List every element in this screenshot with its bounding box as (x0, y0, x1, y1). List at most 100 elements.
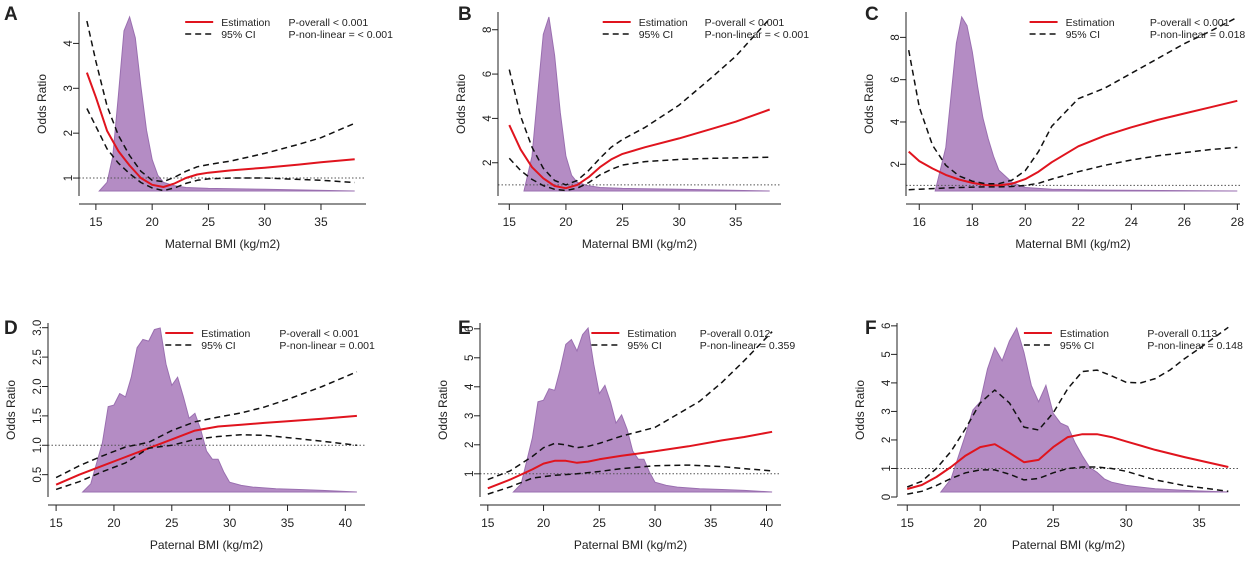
legend-label-ci: 95% CI (221, 29, 255, 41)
ci-upper-line (55, 371, 358, 479)
x-tick-label: 30 (648, 516, 662, 530)
ci-upper-line (906, 326, 1229, 488)
panel-letter: B (458, 4, 472, 25)
x-axis-title: Paternal BMI (kg/m2) (574, 538, 687, 552)
x-tick-label: 20 (559, 215, 573, 229)
legend-label-estimation: Estimation (627, 328, 676, 340)
x-tick-label: 25 (165, 516, 179, 530)
legend-label-estimation: Estimation (221, 17, 270, 29)
y-tick-label: 2 (464, 442, 476, 448)
x-tick-label: 15 (89, 215, 103, 229)
y-axis-title: Odds Ratio (436, 380, 450, 440)
panel-d: D 15 20 25 30 35 40 0.5 1.0 1.5 2.0 2.5 3.0 Paternal … (4, 318, 375, 552)
p-nonlinear-annotation: P-non-linear = 0.359 (700, 340, 796, 352)
density-area (512, 326, 773, 493)
y-tick-label: 3.0 (32, 320, 44, 336)
panel-letter: D (4, 318, 18, 339)
ci-lower-line (55, 433, 357, 491)
y-axis-title: Odds Ratio (4, 380, 18, 440)
y-tick-label: 6 (464, 326, 476, 332)
p-nonlinear-annotation: P-non-linear = 0.001 (279, 340, 375, 352)
x-tick-label: 25 (616, 215, 630, 229)
x-tick-label: 20 (974, 516, 988, 530)
x-tick-label: 20 (1019, 215, 1033, 229)
legend-label-estimation: Estimation (639, 17, 688, 29)
x-tick-label: 30 (223, 516, 237, 530)
y-tick-label: 4 (881, 379, 893, 386)
y-tick-label: 1 (63, 175, 75, 181)
panel-b: B 15 20 25 30 35 2 4 6 8 Maternal BMI (kg/m2) Odds … (454, 4, 809, 251)
y-tick-label: 6 (482, 71, 494, 77)
y-tick-label: 2 (881, 437, 893, 443)
x-tick-label: 25 (1046, 516, 1060, 530)
panel-f: F 15 20 25 30 35 0 1 2 3 4 5 6 Paternal BMI (kg/m2) Od… (853, 318, 1243, 552)
legend-label-estimation: Estimation (1060, 328, 1109, 340)
x-tick-label: 15 (503, 215, 517, 229)
estimation-line (508, 108, 771, 190)
ci-lower-line (508, 156, 770, 192)
legend-label-ci: 95% CI (1060, 340, 1094, 352)
x-tick-label: 35 (1192, 516, 1206, 530)
ci-upper-line (907, 16, 1238, 185)
estimation-line (85, 72, 355, 188)
x-tick-label: 20 (145, 215, 159, 229)
legend-label-estimation: Estimation (1066, 17, 1115, 29)
y-tick-label: 2 (63, 130, 75, 136)
y-axis-title: Odds Ratio (454, 74, 468, 134)
y-tick-label: 6 (890, 76, 902, 82)
y-tick-label: 6 (881, 323, 893, 329)
x-tick-label: 15 (901, 516, 915, 530)
x-tick-label: 35 (729, 215, 743, 229)
y-tick-label: 3 (881, 408, 893, 414)
p-overall-annotation: P-overall 0.012 (700, 328, 771, 340)
x-tick-label: 18 (966, 215, 980, 229)
x-axis-title: Maternal BMI (kg/m2) (582, 237, 697, 251)
x-tick-label: 24 (1125, 215, 1139, 229)
x-tick-label: 35 (704, 516, 718, 530)
x-axis-title: Paternal BMI (kg/m2) (1012, 538, 1125, 552)
y-tick-label: 5 (881, 351, 893, 357)
y-tick-label: 3 (63, 85, 75, 91)
p-overall-annotation: P-overall < 0.001 (1150, 17, 1230, 29)
p-nonlinear-annotation: P-non-linear = 0.148 (1147, 340, 1243, 352)
panel-letter: F (865, 318, 877, 339)
ci-upper-line (86, 20, 355, 183)
panel-letter: E (458, 318, 471, 339)
y-tick-label: 1.5 (32, 408, 44, 424)
y-tick-label: 5 (464, 355, 476, 361)
panel-a: A 15 20 25 30 35 1 2 3 4 Maternal BMI (kg/m2) Odds … (4, 4, 393, 251)
x-tick-label: 30 (672, 215, 686, 229)
panel-e: E 15 20 25 30 35 40 1 2 3 4 5 6 Paternal BMI (kg/m2) O… (436, 318, 795, 552)
y-tick-label: 8 (890, 34, 902, 40)
ci-upper-line (508, 18, 771, 186)
y-tick-label: 1 (464, 471, 476, 477)
p-overall-annotation: P-overall < 0.001 (279, 328, 359, 340)
ci-lower-line (487, 464, 773, 495)
ci-lower-line (86, 108, 355, 192)
y-tick-label: 2 (482, 160, 494, 166)
x-tick-label: 20 (107, 516, 121, 530)
y-tick-label: 1 (881, 465, 893, 471)
y-axis-title: Odds Ratio (853, 380, 867, 440)
x-tick-label: 25 (593, 516, 607, 530)
x-tick-label: 20 (537, 516, 551, 530)
x-axis-title: Maternal BMI (kg/m2) (1015, 237, 1130, 251)
ci-lower-line (908, 146, 1238, 191)
y-tick-label: 1.0 (32, 437, 44, 453)
p-nonlinear-annotation: P-non-linear = < 0.001 (705, 29, 810, 41)
p-nonlinear-annotation: P-non-linear = < 0.001 (289, 29, 394, 41)
x-tick-label: 35 (314, 215, 328, 229)
y-tick-label: 3 (464, 413, 476, 419)
x-tick-label: 40 (760, 516, 774, 530)
estimation-line (908, 99, 1238, 187)
x-tick-label: 16 (913, 215, 927, 229)
density-area (81, 327, 357, 493)
density-area (939, 326, 1229, 493)
y-tick-label: 4 (482, 115, 494, 122)
x-tick-label: 22 (1072, 215, 1086, 229)
estimation-line (55, 414, 357, 486)
p-overall-annotation: P-overall < 0.001 (289, 17, 369, 29)
density-area (98, 15, 355, 192)
